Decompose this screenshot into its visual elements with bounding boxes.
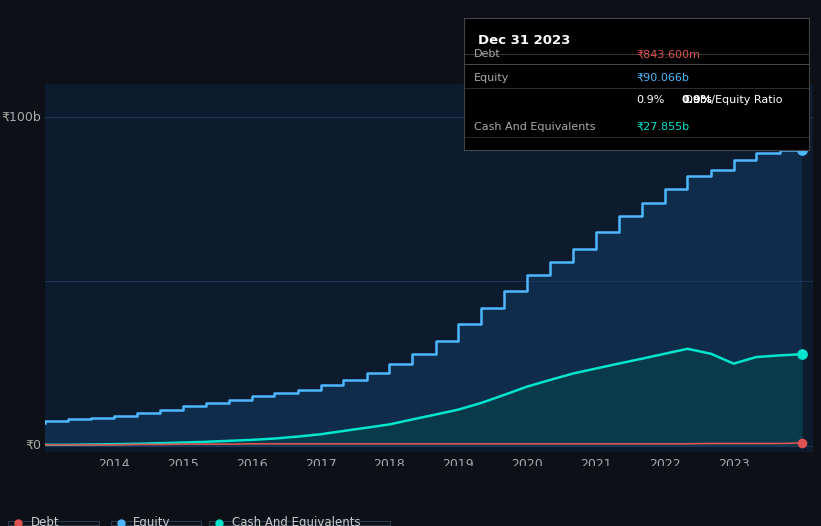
Text: ₹0: ₹0	[25, 439, 41, 452]
Text: Debt/Equity Ratio: Debt/Equity Ratio	[681, 95, 782, 105]
FancyBboxPatch shape	[8, 521, 99, 525]
Text: ₹843.600m: ₹843.600m	[636, 49, 700, 59]
Text: Equity: Equity	[475, 73, 510, 83]
Text: Dec 31 2023: Dec 31 2023	[478, 34, 570, 47]
Text: Equity: Equity	[133, 517, 171, 526]
Text: ₹90.066b: ₹90.066b	[636, 73, 689, 83]
Point	[796, 350, 809, 358]
FancyBboxPatch shape	[111, 521, 201, 525]
Text: Debt: Debt	[30, 517, 59, 526]
Text: ₹27.855b: ₹27.855b	[636, 122, 690, 132]
Text: 0.9%: 0.9%	[681, 95, 712, 105]
Point	[796, 146, 809, 154]
Text: Cash And Equivalents: Cash And Equivalents	[232, 517, 360, 526]
Text: Cash And Equivalents: Cash And Equivalents	[475, 122, 596, 132]
FancyBboxPatch shape	[209, 521, 390, 525]
Text: Debt: Debt	[475, 49, 501, 59]
Point	[796, 439, 809, 447]
Text: 0.9%: 0.9%	[636, 95, 665, 105]
Text: ₹100b: ₹100b	[2, 110, 41, 124]
